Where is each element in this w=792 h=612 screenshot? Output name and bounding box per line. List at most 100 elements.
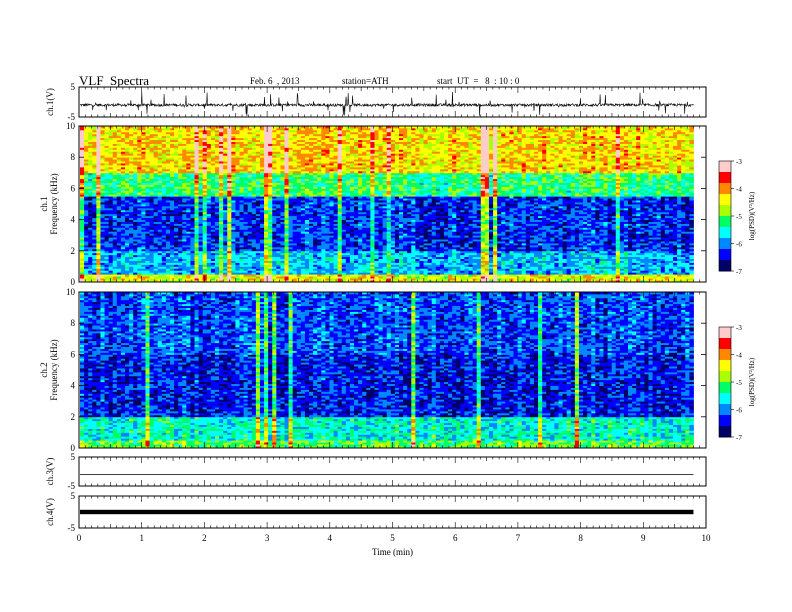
spectrogram-cell — [268, 276, 273, 279]
spectrogram-cell — [578, 235, 584, 238]
spectrogram-cell — [464, 252, 469, 256]
spectrogram-cell — [268, 252, 273, 256]
spectrogram-cell — [623, 252, 629, 256]
spectrogram-cell — [538, 266, 543, 269]
spectrogram-cell — [239, 239, 244, 242]
spectrogram-cell — [427, 272, 433, 275]
spectrogram-cell — [337, 280, 343, 283]
spectrogram-cell — [120, 272, 126, 275]
spectrogram-cell — [280, 239, 285, 242]
spectrogram-cell — [317, 252, 322, 256]
spectrogram-cell — [374, 239, 379, 242]
spectrogram-cell — [550, 274, 555, 277]
spectrogram-cell — [129, 233, 134, 236]
spectrogram-cell — [611, 278, 617, 281]
spectrogram-cell — [664, 264, 670, 267]
spectrogram-cell — [628, 280, 633, 283]
spectrogram-cell — [317, 229, 322, 232]
spectrogram-cell — [178, 272, 183, 275]
spectrogram-cell — [182, 264, 187, 267]
spectrogram-cell — [333, 262, 339, 265]
spectrogram-cell — [448, 274, 453, 277]
spectrogram-cell — [583, 248, 588, 252]
spectrogram-cell — [174, 278, 179, 281]
spectrogram-cell — [681, 235, 686, 238]
spectrogram-cell — [219, 280, 224, 283]
spectrogram-cell — [345, 246, 351, 250]
spectrogram-cell — [84, 260, 89, 263]
spectrogram-cell — [480, 250, 486, 254]
spectrogram-cell — [284, 235, 289, 238]
spectrogram-cell — [100, 280, 105, 283]
spectrogram-cell — [378, 254, 384, 258]
spectrogram-cell — [394, 276, 400, 279]
spectrogram-cell — [464, 260, 469, 263]
spectrogram-cell — [96, 280, 101, 283]
spectrogram-cell — [358, 229, 363, 232]
spectrogram-cell — [660, 241, 666, 244]
spectrogram-cell — [439, 268, 445, 271]
spectrogram-cell — [525, 260, 531, 263]
spectrogram-cell — [550, 268, 555, 271]
spectrogram-cell — [96, 264, 101, 267]
spectrogram-cell — [394, 231, 400, 234]
spectrogram-cell — [501, 262, 506, 265]
spectrogram-cell — [603, 272, 608, 275]
spectrogram-cell — [513, 272, 518, 275]
spectrogram-cell — [476, 241, 482, 244]
spectrogram-cell — [96, 260, 101, 263]
spectrogram-cell — [529, 266, 535, 269]
spectrogram-cell — [227, 231, 232, 234]
spectrogram-cell — [84, 258, 89, 261]
spectrogram-cell — [120, 233, 126, 236]
spectrogram-cell — [448, 262, 453, 265]
spectrogram-cell — [623, 270, 629, 273]
spectrogram-cell — [337, 272, 343, 275]
spectrogram-cell — [194, 237, 199, 240]
spectrogram-cell — [198, 258, 204, 261]
spectrogram-cell — [349, 244, 355, 248]
spectrogram-cell — [300, 246, 306, 250]
spectrogram-cell — [554, 256, 559, 259]
spectrogram-cell — [456, 256, 461, 259]
spectrogram-cell — [239, 278, 244, 281]
spectrogram-cell — [689, 243, 694, 246]
spectrogram-cell — [611, 244, 617, 248]
spectrogram-cell — [382, 278, 388, 281]
spectrogram-cell — [345, 278, 351, 281]
spectrogram-cell — [296, 276, 302, 279]
spectrogram-cell — [546, 235, 551, 238]
spectrogram-cell — [632, 262, 637, 265]
spectrogram-cell — [562, 254, 568, 258]
spectrogram-cell — [435, 272, 441, 275]
spectrogram-cell — [599, 266, 604, 269]
spectrogram-cell — [259, 233, 265, 236]
spectrogram-cell — [443, 241, 449, 244]
spectrogram-cell — [333, 231, 339, 234]
spectrogram-cell — [362, 248, 367, 252]
spectrogram-cell — [124, 235, 130, 238]
spectrogram-cell — [546, 280, 551, 283]
spectrogram-cell — [272, 270, 277, 273]
spectrogram-cell — [435, 270, 441, 273]
spectrogram-cell — [640, 237, 645, 240]
spectrogram-cell — [116, 231, 122, 234]
spectrogram-cell — [390, 270, 396, 273]
spectrogram-cell — [587, 231, 592, 234]
spectrogram-cell — [574, 268, 580, 271]
spectrogram-cell — [623, 278, 629, 281]
spectrogram-cell — [521, 241, 527, 244]
spectrogram-cell — [673, 262, 678, 265]
spectrogram-cell — [525, 256, 531, 259]
spectrogram-cell — [276, 235, 281, 238]
spectrogram-cell — [407, 268, 412, 271]
spectrogram-cell — [574, 280, 580, 283]
spectrogram-cell — [632, 239, 637, 242]
spectrogram-cell — [362, 258, 367, 261]
spectrogram-cell — [304, 246, 310, 250]
spectrogram-cell — [288, 231, 294, 234]
spectrogram-cell — [403, 243, 408, 246]
spectrogram-cell — [337, 278, 343, 281]
spectrogram-cell — [681, 264, 686, 267]
spectrogram-cell — [521, 264, 527, 267]
